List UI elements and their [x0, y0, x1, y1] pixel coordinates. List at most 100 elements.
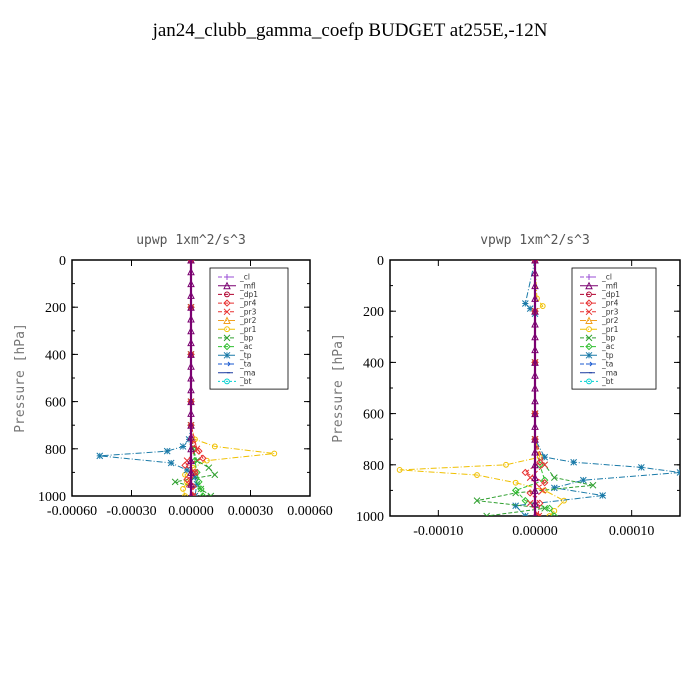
legend-marker — [223, 308, 231, 316]
series-marker-pr1 — [539, 303, 546, 309]
series-line-pr3 — [529, 260, 546, 516]
legend-marker — [586, 378, 592, 385]
series-marker-mfl — [187, 279, 195, 288]
series-marker-mfl — [531, 422, 539, 430]
series-marker-tp — [179, 443, 187, 450]
series-marker-bp — [589, 481, 597, 489]
series-marker-mfl — [187, 314, 195, 323]
legend-marker — [223, 299, 231, 307]
series-marker-pr4 — [536, 499, 544, 507]
legend-label: _bp — [601, 334, 616, 343]
x-tick-label: -0.00030 — [106, 504, 156, 519]
legend-label: _pr4 — [239, 299, 257, 308]
series-marker-tp — [526, 305, 534, 312]
y-tick-label: 800 — [45, 443, 66, 458]
y-tick-label: 400 — [45, 348, 66, 363]
legend-label: _ac — [601, 342, 614, 351]
series-marker-tp — [579, 476, 587, 484]
legend-label: _bt — [601, 377, 614, 386]
legend-label: _pr4 — [601, 299, 619, 308]
series-marker-pr4 — [521, 468, 530, 477]
series-marker-ac — [199, 492, 207, 496]
series-marker-pr1 — [561, 497, 567, 504]
legend-label: _ta — [601, 360, 613, 369]
legend-label: _ta — [239, 360, 251, 369]
series-marker-bp — [211, 471, 219, 479]
series-marker-pr1 — [396, 467, 403, 473]
series-marker-mfl — [187, 480, 195, 488]
series-marker-tp — [193, 480, 201, 488]
series-marker-mfl — [187, 260, 195, 264]
y-tick-label: 1000 — [38, 490, 66, 505]
series-marker-pr4 — [199, 454, 207, 462]
legend-marker — [585, 299, 593, 307]
series-line-pr1 — [399, 260, 565, 516]
series-marker-pr3 — [539, 487, 547, 494]
legend-label: _pr3 — [601, 307, 619, 316]
legend-label: _pr3 — [239, 307, 257, 316]
series-marker-mfl — [187, 267, 195, 276]
y-tick-label: 800 — [363, 459, 384, 474]
series-marker-mfl — [187, 291, 195, 299]
series-marker-tp — [541, 453, 549, 461]
x-tick-label: 0.00030 — [228, 504, 274, 519]
x-tick-label: 0.00010 — [609, 524, 655, 539]
y-tick-label: 400 — [363, 356, 384, 371]
series-marker-ac — [193, 468, 201, 477]
legend-marker — [223, 334, 231, 342]
series-marker-mfl — [531, 307, 539, 315]
legend-marker — [585, 308, 593, 316]
series-marker-ac — [550, 512, 559, 516]
series-marker-bp — [207, 492, 215, 496]
series-marker-mfl — [531, 358, 539, 366]
series-marker-tp — [550, 484, 558, 492]
series-marker-mfl — [187, 397, 195, 406]
series-marker-pr4 — [536, 458, 544, 466]
series-marker-bp — [550, 474, 558, 481]
legend: _cl_mfl_dp1_pr4_pr3_pr2_pr1_bp_ac_tp_ta_… — [571, 267, 657, 390]
series-marker-pr1 — [512, 479, 519, 486]
legend-marker — [585, 342, 593, 351]
legend-label: _dp1 — [601, 290, 620, 299]
panel-vpwp: vpwp 1xm^2/s^3 Pressure [hPa] 0 200 400 600 80… — [331, 233, 681, 539]
y-tick-label: 600 — [45, 396, 66, 411]
legend-label: _ac — [239, 342, 252, 351]
series-marker-bp — [473, 497, 481, 504]
legend: _cl_mfl_dp1_pr4_pr3_pr2_pr1_bp_ac_tp_ta_… — [209, 267, 289, 390]
legend-label: _ma — [601, 368, 618, 377]
series-marker-mfl — [531, 396, 539, 405]
series-marker-ac — [197, 485, 205, 493]
series-marker-pr1 — [503, 461, 509, 468]
series-marker-pr4 — [191, 468, 199, 477]
series-marker-mfl — [187, 444, 195, 453]
legend-marker — [586, 274, 592, 280]
x-tick-label: 0.00060 — [287, 504, 333, 519]
legend-label: _tp — [239, 351, 252, 360]
series-marker-ac — [191, 456, 199, 465]
legend-label: _ma — [239, 368, 256, 377]
series-marker-mfl — [531, 332, 539, 341]
series-marker-mfl — [187, 456, 195, 465]
series-marker-mfl — [531, 383, 539, 392]
series-marker-tp — [521, 300, 529, 307]
series-marker-pr4 — [181, 461, 189, 470]
legend-label: _cl — [239, 273, 250, 282]
series-marker-ac — [511, 486, 520, 495]
legend-marker — [224, 361, 231, 367]
legend-marker — [223, 316, 231, 324]
y-tick-label: 200 — [45, 301, 66, 316]
series-marker-pr3 — [193, 445, 201, 453]
series-marker-mfl — [531, 319, 539, 328]
x-tick-label: -0.00060 — [47, 504, 97, 519]
series-marker-pr1 — [211, 443, 218, 450]
series-marker-pr1 — [271, 450, 278, 457]
series-marker-mfl — [187, 468, 195, 476]
series-marker-mfl — [531, 268, 539, 277]
series-marker-mfl — [531, 460, 539, 469]
series-marker-tp — [185, 436, 193, 443]
series-marker-bp — [171, 478, 179, 486]
y-axis-label: Pressure [hPa] — [331, 333, 346, 443]
series-marker-mfl — [187, 432, 195, 441]
series-marker-mfl — [531, 260, 539, 264]
series-marker-mfl — [531, 345, 539, 354]
